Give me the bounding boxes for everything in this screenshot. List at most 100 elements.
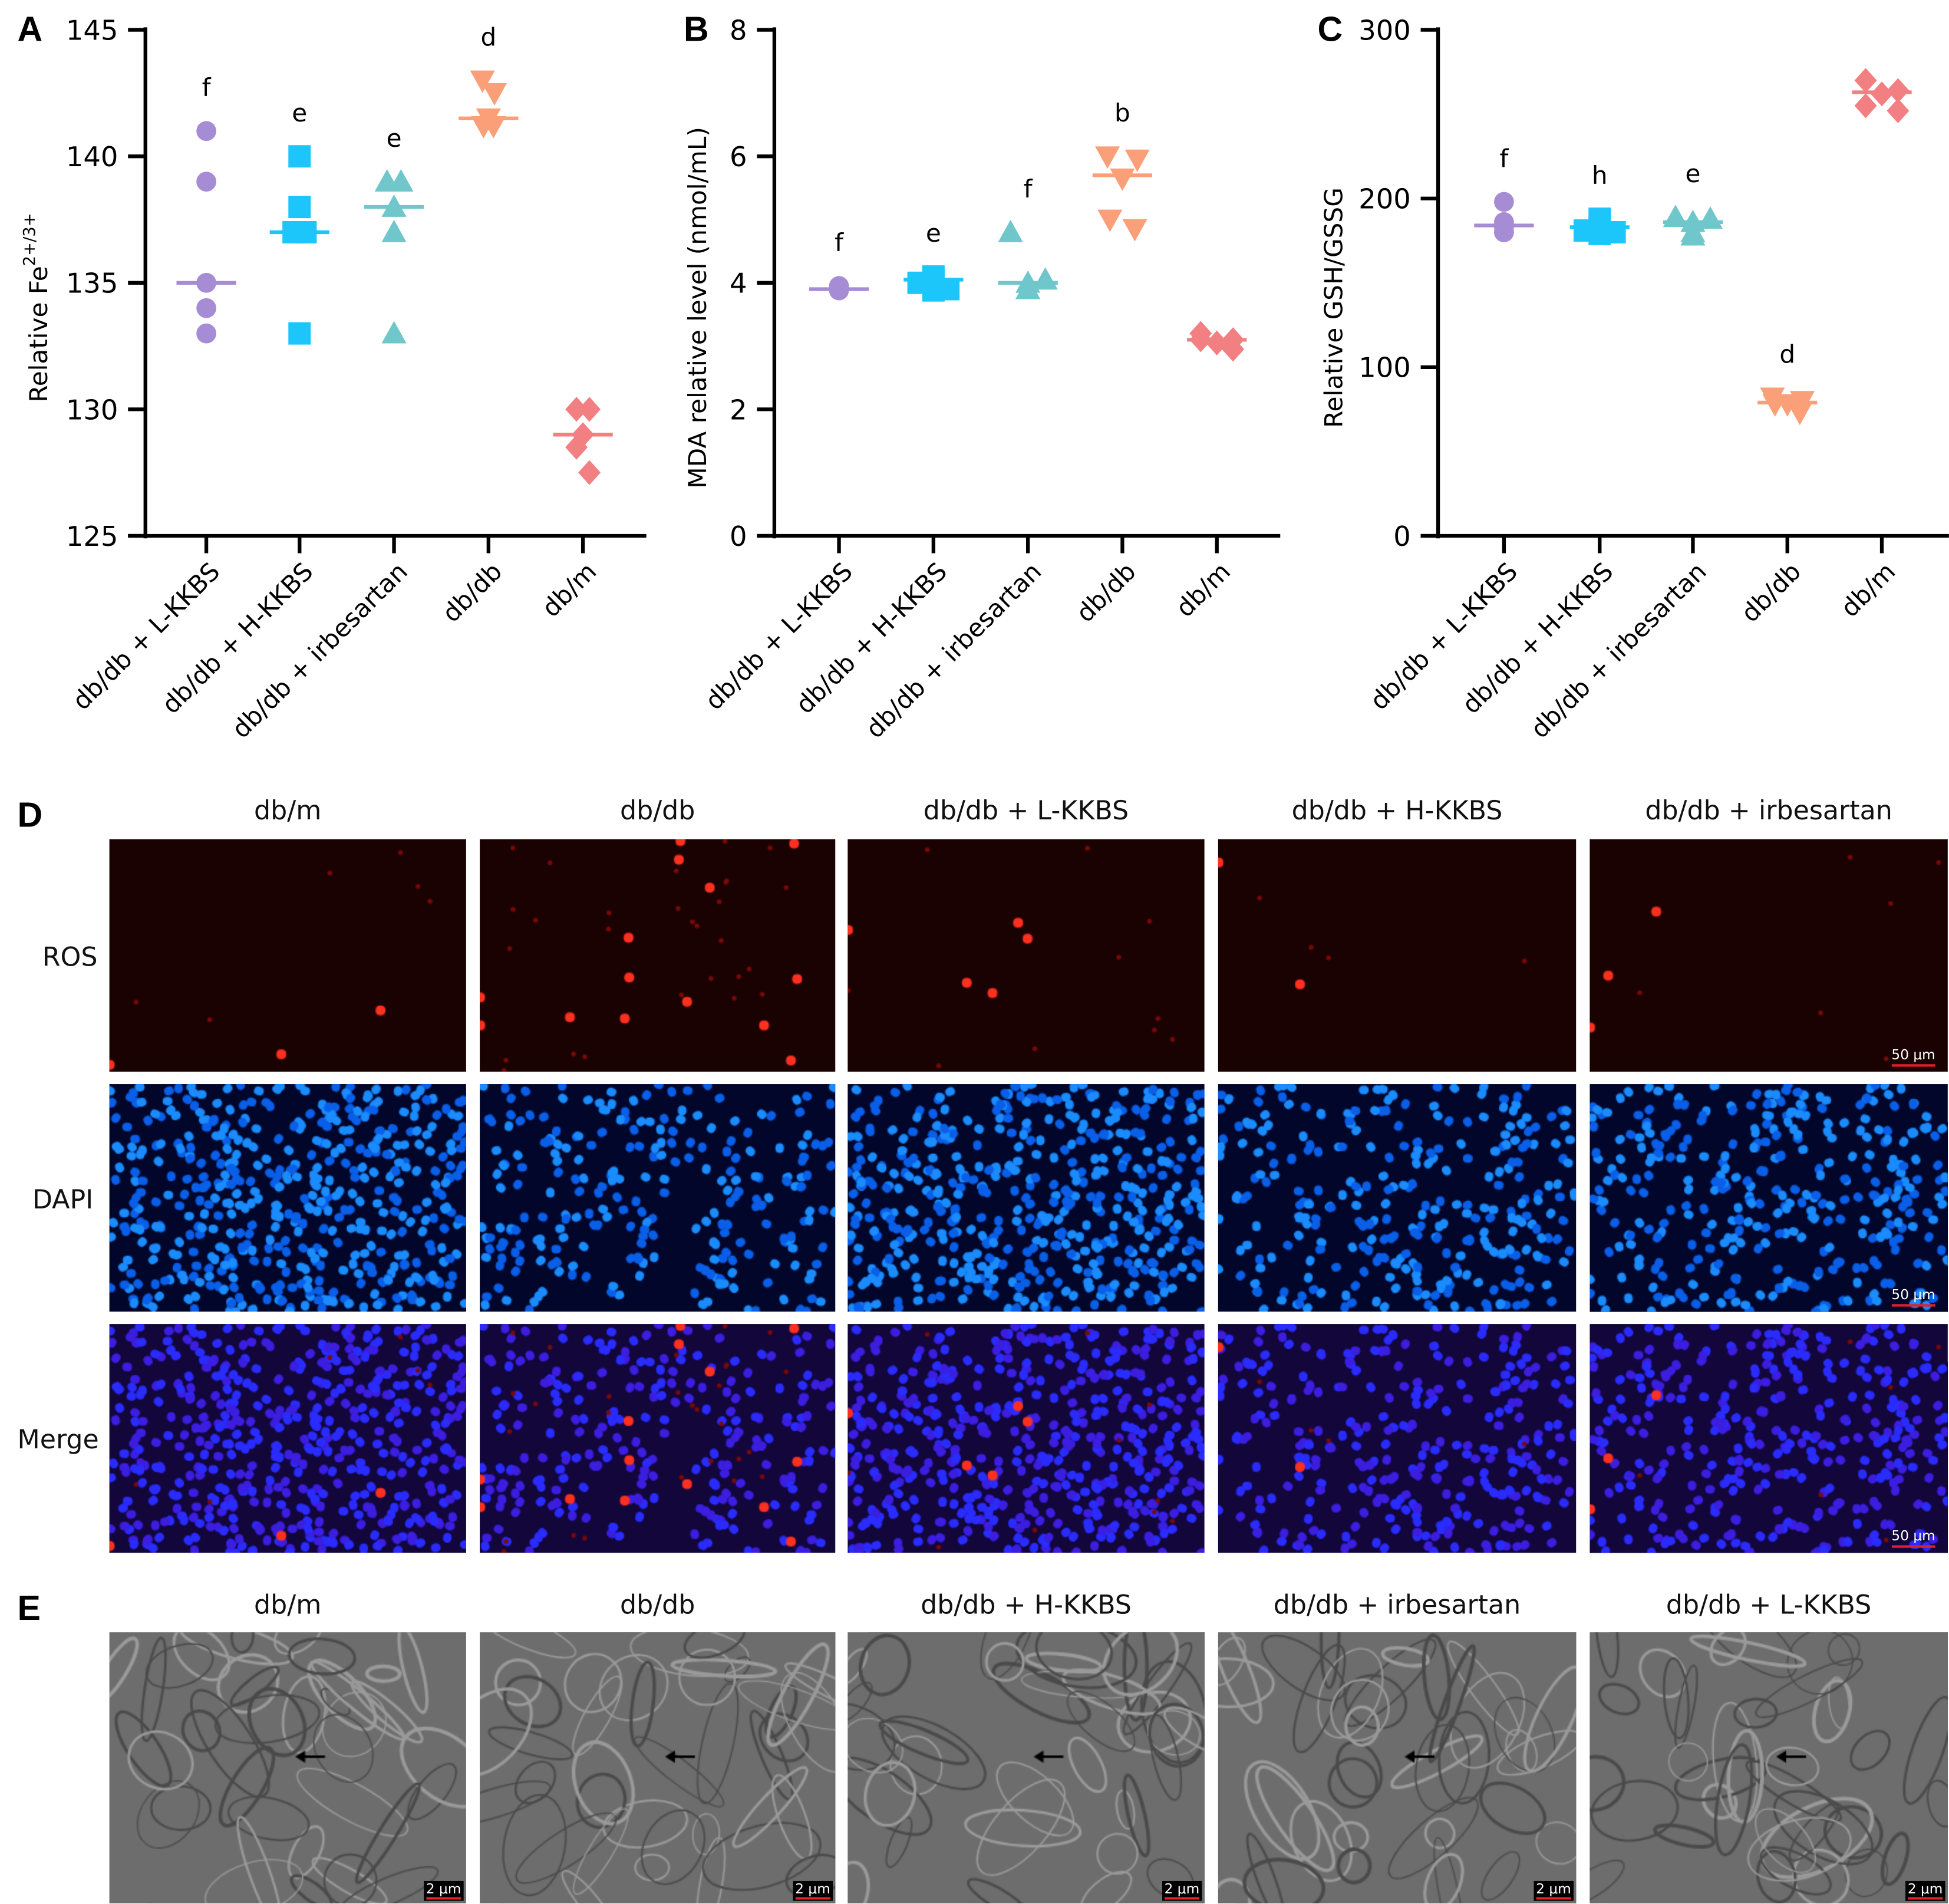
- significance-letter: d: [480, 22, 496, 51]
- row-label: DAPI: [32, 1184, 94, 1215]
- y-tick-label: 200: [1358, 183, 1411, 215]
- micrograph-ros: [1218, 839, 1577, 1072]
- scale-bar-label: 2 μm: [1164, 1880, 1200, 1898]
- scale-bar: 2 μm: [423, 1880, 464, 1901]
- scale-bar-line: [1907, 1897, 1943, 1900]
- tem-micrograph: 2 μm: [480, 1632, 836, 1903]
- data-point-triangle-down: [1110, 168, 1135, 191]
- y-tick-label: 145: [66, 14, 118, 46]
- micrograph-merge: [847, 1324, 1205, 1553]
- scale-bar-line: [426, 1897, 461, 1900]
- tem-micrograph: 2 μm: [109, 1632, 466, 1903]
- row-label: Merge: [17, 1424, 99, 1455]
- y-tick-label: 2: [730, 394, 747, 426]
- micrograph-image: [847, 1324, 1205, 1553]
- micrograph-image: [847, 1084, 1205, 1312]
- x-tick-label: db/db + irbesartan: [1525, 557, 1712, 744]
- micrograph-ros: [480, 839, 836, 1072]
- y-tick-label: 4: [730, 268, 747, 299]
- scale-bar-label: 50 μm: [1891, 1046, 1935, 1063]
- x-tick-label: db/m: [1835, 557, 1901, 623]
- data-point-square: [288, 322, 311, 345]
- scale-bar-label: 50 μm: [1891, 1527, 1935, 1544]
- y-axis-label-superscript: 2+/3+: [21, 213, 39, 266]
- significance-letter: f: [1024, 174, 1033, 203]
- data-point-circle: [1494, 192, 1514, 212]
- data-point-triangle: [1680, 223, 1706, 246]
- data-point-triangle-down: [1124, 149, 1150, 172]
- chart-b: 0 2 4 6 8 MDA relative level (nmol/mL) db/db +…: [683, 14, 1281, 744]
- y-axis-label-text: Relative GSH/GSSG: [1320, 187, 1348, 428]
- micrograph-image: [109, 1324, 466, 1553]
- tem-image: [109, 1632, 466, 1903]
- y-tick-label: 6: [730, 141, 747, 173]
- x-tick-label: db/m: [536, 557, 602, 623]
- scale-bar: 50 μm: [1891, 1528, 1935, 1548]
- tem-image: [1218, 1632, 1577, 1903]
- x-tick-label: db/db: [1070, 557, 1141, 628]
- column-title: db/db + irbesartan: [1273, 1590, 1521, 1620]
- data-point-triangle-down: [1097, 209, 1123, 232]
- micrograph-image: [109, 1084, 466, 1312]
- data-point-triangle-down: [1762, 394, 1788, 417]
- panel-label-a: A: [17, 9, 43, 49]
- data-point-diamond: [578, 397, 601, 422]
- column-title: db/db + H-KKBS: [1291, 795, 1503, 826]
- x-tick-label: db/db: [437, 557, 507, 628]
- micrograph-image: [480, 839, 836, 1072]
- data-point-square: [288, 196, 311, 219]
- scale-bar-line: [1891, 1064, 1935, 1067]
- y-tick-label: 100: [1358, 352, 1411, 384]
- micrograph-merge: [480, 1324, 836, 1553]
- y-axis-label-text: MDA relative level (nmol/mL): [683, 127, 712, 489]
- x-tick-label: db/m: [1170, 557, 1236, 623]
- y-tick-label: 135: [66, 268, 118, 299]
- column-title: db/db: [619, 795, 695, 826]
- significance-letter: d: [1779, 340, 1795, 368]
- y-tick-label: 130: [66, 394, 118, 426]
- data-point-triangle-down: [470, 70, 495, 93]
- column-title: db/db + H-KKBS: [921, 1590, 1132, 1620]
- data-point-triangle-down: [1787, 403, 1812, 426]
- micrograph-merge: [1218, 1324, 1577, 1553]
- scale-bar: 50 μm: [1891, 1047, 1935, 1067]
- data-point-circle: [196, 121, 216, 141]
- micrograph-dapi: [480, 1084, 836, 1312]
- y-axis-label: Relative GSH/GSSG: [1320, 187, 1348, 428]
- tem-micrograph: 2 μm: [847, 1632, 1205, 1903]
- data-point-circle: [196, 172, 216, 192]
- scale-bar-label: 2 μm: [426, 1880, 461, 1898]
- column-title: db/db: [619, 1590, 695, 1620]
- scale-bar-line: [1891, 1304, 1935, 1307]
- tem-micrograph: 2 μm: [1589, 1632, 1948, 1903]
- micrograph-image: [480, 1324, 836, 1553]
- x-tick-label: db/db: [1736, 557, 1806, 628]
- y-axis-label-text: Relative Fe: [24, 266, 53, 402]
- tem-image: [1589, 1632, 1948, 1903]
- y-tick-label: 0: [1393, 521, 1411, 552]
- panel-label-e: E: [17, 1589, 41, 1628]
- column-title: db/m: [254, 795, 322, 826]
- significance-letter: f: [1499, 144, 1509, 173]
- micrograph-dapi: [847, 1084, 1205, 1312]
- data-point-triangle: [1697, 206, 1723, 229]
- data-point-diamond: [1222, 337, 1245, 362]
- data-point-triangle-down: [481, 116, 506, 139]
- data-point-triangle-down: [482, 83, 507, 106]
- micrograph-image: [847, 839, 1205, 1072]
- panel-label-d: D: [17, 795, 43, 835]
- data-point-triangle: [381, 219, 407, 242]
- scale-bar-line: [795, 1897, 830, 1900]
- y-axis-label: Relative Fe2+/3+: [21, 213, 53, 402]
- micrograph-image: [1218, 839, 1577, 1072]
- scale-bar: 2 μm: [793, 1880, 833, 1901]
- significance-letter: e: [387, 124, 402, 153]
- y-tick-label: 140: [66, 141, 118, 173]
- micrograph-image: [1589, 839, 1948, 1072]
- data-point-diamond: [1887, 98, 1910, 124]
- micrograph-merge: 50 μm: [1589, 1324, 1948, 1553]
- data-point-triangle: [381, 321, 407, 344]
- micrograph-image: [480, 1084, 836, 1312]
